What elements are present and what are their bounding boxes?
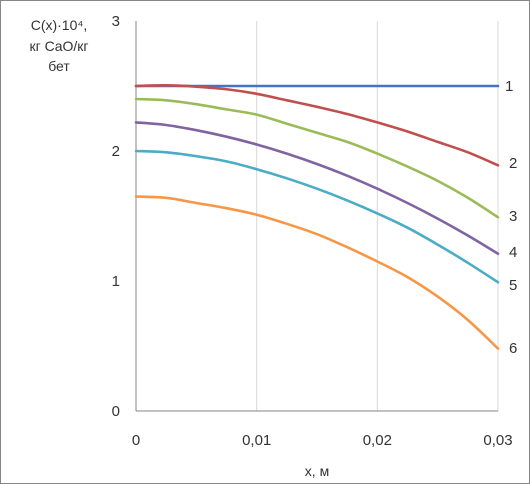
series-line-4 (134, 121, 500, 255)
y-tick-label: 1 (112, 273, 120, 290)
series-group (134, 84, 500, 350)
y-tick-label: 0 (112, 403, 120, 420)
series-label-2: 2 (509, 155, 517, 172)
y-tick-label: 3 (112, 13, 120, 30)
y-axis-label-line-1: C(x)·10⁴, (31, 17, 88, 33)
series-label-4: 4 (509, 244, 517, 261)
tick-labels: 0 1 2 3 0 0,01 0,02 0,03 (112, 13, 513, 449)
series-line-3 (134, 97, 500, 219)
axes (135, 21, 498, 412)
y-axis-label-line-2: кг CaO/кг (29, 38, 88, 54)
x-tick-label: 0,02 (363, 432, 392, 449)
series-line-5 (134, 149, 500, 284)
series-label-1: 1 (505, 78, 513, 95)
y-axis-label-line-3: бет (48, 58, 70, 74)
series-line-6 (134, 195, 500, 350)
grid (256, 21, 499, 411)
x-axis-label: x, м (305, 463, 329, 479)
x-tick-label: 0 (132, 432, 140, 449)
series-label-6: 6 (509, 340, 517, 357)
series-label-3: 3 (509, 208, 517, 225)
x-tick-label: 0,03 (483, 432, 512, 449)
series-line-2 (134, 84, 500, 167)
series-labels: 1 2 3 4 5 6 (505, 78, 517, 357)
series-label-5: 5 (509, 277, 517, 294)
y-tick-label: 2 (112, 143, 120, 160)
x-tick-label: 0,01 (242, 432, 271, 449)
